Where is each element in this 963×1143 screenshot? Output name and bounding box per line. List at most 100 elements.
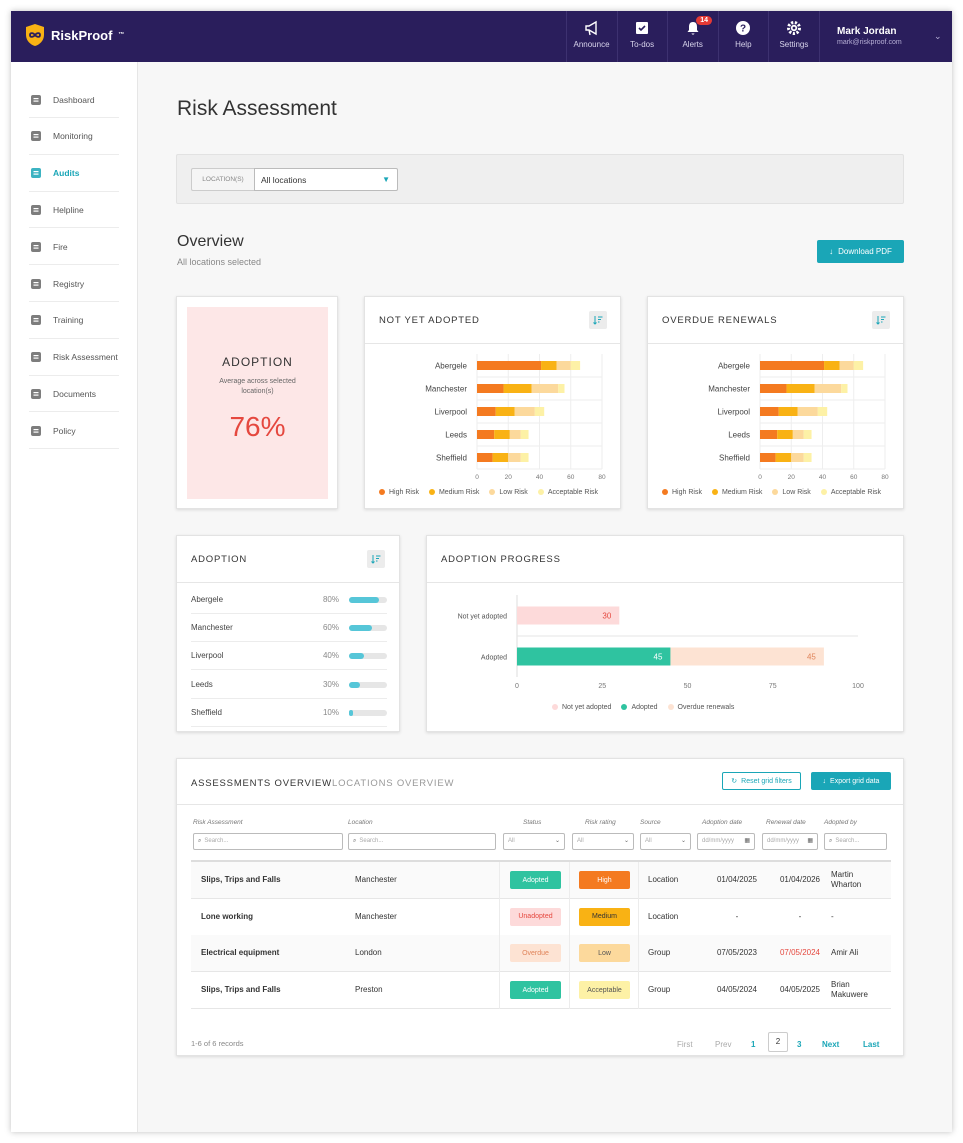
cell-location: Preston — [355, 985, 383, 995]
category-label: Liverpool — [718, 408, 751, 417]
adoption-progress-track — [349, 625, 387, 632]
legend-label: Overdue renewals — [677, 704, 735, 711]
download-pdf-button[interactable]: ↓ Download PDF — [817, 240, 904, 263]
sidebar-item-registry[interactable]: Registry — [29, 266, 119, 302]
adoption-progress-fill — [349, 625, 372, 632]
pagination-next[interactable]: Next — [822, 1040, 840, 1049]
cell-location: Manchester — [355, 911, 397, 921]
search-placeholder: Search... — [835, 838, 860, 844]
sidebar-item-audits[interactable]: Audits — [29, 156, 119, 192]
status-badge: Adopted — [510, 871, 561, 889]
cell-divider — [499, 862, 500, 899]
export-grid-data-button[interactable]: ↓ Export grid data — [811, 772, 891, 790]
cell-divider — [499, 972, 500, 1010]
status-badge: Overdue — [510, 944, 561, 963]
sidebar-item-documents[interactable]: Documents — [29, 376, 119, 413]
column-filter-search[interactable]: ⌕ Search... — [193, 833, 343, 850]
table-row[interactable]: Electrical equipment London Overdue Low Grou… — [191, 935, 891, 973]
column-header[interactable]: Adoption date — [702, 819, 743, 826]
x-tick-label: 80 — [598, 474, 606, 481]
cell-adopted-by: Brian Makuwere — [831, 980, 868, 1000]
column-header[interactable]: Status — [523, 819, 542, 826]
column-filter-select[interactable]: All ⌄ — [572, 833, 634, 850]
column-header[interactable]: Location — [348, 819, 373, 826]
sort-button[interactable] — [367, 550, 385, 568]
pagination-page[interactable]: 1 — [751, 1040, 756, 1049]
adoption-progress-track — [349, 709, 387, 716]
topnav-help-button[interactable]: ? Help — [717, 11, 768, 62]
monitoring-icon — [31, 131, 41, 142]
sort-button[interactable] — [872, 311, 890, 329]
pagination-page-current[interactable]: 2 — [768, 1032, 788, 1052]
legend-swatch — [379, 489, 385, 496]
topnav-settings-button[interactable]: Settings — [768, 11, 818, 62]
tab-assessments-overview[interactable]: ASSESSMENTS OVERVIEW — [191, 778, 332, 789]
x-tick-label: 40 — [536, 474, 544, 481]
legend-item: Adopted — [621, 704, 658, 711]
tab-locations-overview[interactable]: LOCATIONS OVERVIEW — [332, 778, 455, 789]
column-filter-date[interactable]: dd/mm/yyyy ▦ — [697, 833, 755, 850]
topnav-announce-button[interactable]: Announce — [566, 11, 616, 62]
topnav-todos-button[interactable]: To-dos — [616, 11, 667, 62]
table-row[interactable]: Slips, Trips and Falls Manchester Adopted H… — [191, 862, 891, 899]
chevron-down-icon: ⌄ — [554, 838, 560, 844]
location-select[interactable]: All locations ▼ — [254, 168, 398, 191]
sidebar-item-fire[interactable]: Fire — [29, 229, 119, 266]
column-header[interactable]: Renewal date — [766, 819, 806, 826]
column-header[interactable]: Risk rating — [585, 819, 616, 826]
cell-divider — [569, 972, 570, 1010]
legend-label: Medium Risk — [438, 489, 480, 496]
sidebar-item-helpline[interactable]: Helpline — [29, 192, 119, 229]
adoption-location: Liverpool — [191, 651, 224, 661]
cell-adoption-date: 01/04/2025 — [716, 875, 758, 884]
x-tick-label: 75 — [769, 683, 777, 690]
table-row[interactable]: Lone working Manchester Unadopted Medium Loc… — [191, 898, 891, 936]
pagination-page[interactable]: 3 — [797, 1040, 802, 1049]
column-filter-search[interactable]: ⌕ Search... — [348, 833, 496, 850]
pagination-prev[interactable]: Prev — [715, 1040, 732, 1049]
sidebar-item-training[interactable]: Training — [29, 303, 119, 339]
reset-grid-filters-button[interactable]: ↻ Reset grid filters — [722, 772, 801, 790]
legend-swatch — [662, 489, 668, 496]
sort-button[interactable] — [589, 311, 607, 329]
search-placeholder: Search... — [204, 838, 229, 844]
sidebar-item-label: Policy — [53, 425, 76, 436]
sidebar-item-label: Dashboard — [53, 94, 95, 105]
clipboard-icon — [31, 168, 41, 179]
logo[interactable]: RiskProof ™ — [25, 23, 124, 47]
cell-source: Location — [648, 875, 679, 884]
user-menu[interactable]: Mark Jordan mark@riskproof.com ⌄ — [819, 11, 952, 62]
legend-item: Medium Risk — [428, 489, 480, 496]
column-header[interactable]: Source — [640, 819, 661, 826]
overdue-renewals-card: OVERDUE RENEWALS 0 20 40 60 80 Abergele Manche… — [647, 296, 904, 509]
legend-swatch — [667, 704, 674, 711]
column-filter-select[interactable]: All ⌄ — [503, 833, 565, 850]
column-header[interactable]: Adopted by — [824, 819, 857, 826]
sidebar-item-risk-assessment[interactable]: Risk Assessment — [29, 340, 119, 376]
legend-item: Not yet adopted — [552, 704, 611, 711]
records-count: 1-6 of 6 records — [191, 1039, 244, 1048]
search-icon: ⌕ — [198, 838, 202, 844]
column-header[interactable]: Risk Assessment — [193, 819, 243, 826]
topnav-alerts-button[interactable]: Alerts 14 — [667, 11, 717, 62]
table-row[interactable]: Slips, Trips and Falls Preston Adopted Acce… — [191, 972, 891, 1010]
search-icon: ⌕ — [829, 838, 833, 844]
pagination-first[interactable]: First — [677, 1040, 693, 1049]
pagination-last[interactable]: Last — [863, 1040, 880, 1049]
page-title: Risk Assessment — [177, 97, 337, 120]
chevron-down-icon[interactable]: ⌄ — [934, 31, 942, 41]
sidebar-item-monitoring[interactable]: Monitoring — [29, 119, 119, 155]
column-filter-select[interactable]: All ⌄ — [640, 833, 691, 850]
column-filter-search[interactable]: ⌕ Search... — [824, 833, 887, 850]
cell-divider — [499, 898, 500, 936]
column-filter-date[interactable]: dd/mm/yyyy ▦ — [762, 833, 818, 850]
overview-subtitle: All locations selected — [177, 257, 262, 267]
category-label: Manchester — [708, 385, 750, 394]
sidebar-item-dashboard[interactable]: Dashboard — [29, 82, 119, 118]
chevron-down-icon: ▼ — [382, 175, 390, 184]
bar-segment — [786, 384, 815, 393]
scales-icon — [31, 352, 41, 363]
legend-swatch — [711, 489, 718, 496]
sidebar-item-policy[interactable]: Policy — [29, 413, 119, 450]
adopted-by-line: Wharton — [831, 880, 862, 889]
